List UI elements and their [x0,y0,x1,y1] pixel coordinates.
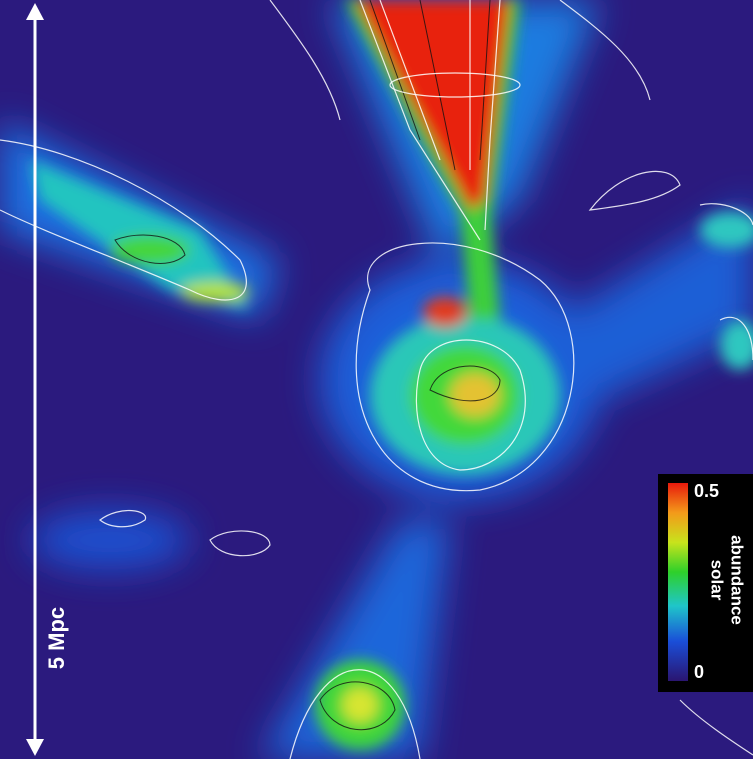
arrow-head [26,739,44,756]
colorbar-label: abundance [728,535,747,625]
enriched-gas [30,0,753,750]
scale-bar: 5 Mpc [26,3,69,756]
colorbar-label: solar [708,560,727,601]
colorbar: 0.5 0 solar abundance [658,474,753,692]
colorbar-tick-label: 0 [694,662,704,682]
colorbar-scale [668,483,688,681]
scale-label: 5 Mpc [44,607,69,669]
colorbar-tick-label: 0.5 [694,481,719,501]
arrow-head [26,3,44,20]
